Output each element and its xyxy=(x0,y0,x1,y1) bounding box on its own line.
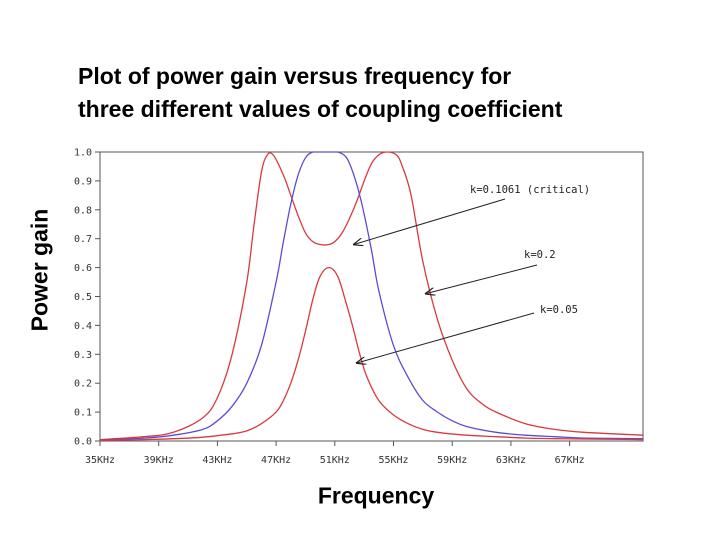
x-tick-label: 55KHz xyxy=(378,455,408,466)
annotation-label-k-0-1061-critical: k=0.1061 (critical) xyxy=(470,184,590,196)
annotation-arrow-k-0-1061-critical xyxy=(354,198,506,244)
y-tick-label: 0.3 xyxy=(74,350,92,361)
y-tick-label: 0.9 xyxy=(74,176,92,187)
x-tick-label: 43KHz xyxy=(202,455,232,466)
x-tick-label: 51KHz xyxy=(320,455,350,466)
y-tick-label: 0.2 xyxy=(74,379,92,390)
x-axis-ticks: 35KHz 39KHz 43KHz 47KHz 51KHz 55KHz 59KHz 63KHz… xyxy=(85,441,585,466)
y-tick-label: 0.6 xyxy=(74,263,92,274)
series-line-k-0-1061-critical xyxy=(99,151,644,441)
y-tick-label: 0.1 xyxy=(74,408,92,419)
y-tick-label: 1.0 xyxy=(74,148,92,159)
annotation-label-k-0-2: k=0.2 xyxy=(524,249,556,261)
y-tick-label: 0.7 xyxy=(74,234,92,245)
y-tick-label: 0.0 xyxy=(74,437,92,448)
y-axis-ticks: 0.0 0.1 0.2 0.3 0.4 0.5 0.6 0.7 0.8 0.9 1.0 xyxy=(74,148,100,448)
series-annotations: k=0.1061 (critical) k=0.2 k=0.05 xyxy=(354,184,590,363)
series-lines xyxy=(99,151,644,442)
annotation-arrow-k-0-05 xyxy=(357,312,535,363)
annotation-arrow-k-0-2 xyxy=(426,264,538,294)
x-axis-label: Frequency xyxy=(317,482,435,509)
x-tick-label: 59KHz xyxy=(437,455,467,466)
x-tick-label: 39KHz xyxy=(144,455,174,466)
x-tick-label: 35KHz xyxy=(85,455,115,466)
chart-title: Plot of power gain versus frequency for … xyxy=(78,60,698,126)
x-tick-label: 67KHz xyxy=(555,455,585,466)
y-tick-label: 0.8 xyxy=(74,205,92,216)
chart-title-line-1: Plot of power gain versus frequency for xyxy=(78,63,512,89)
y-tick-label: 0.5 xyxy=(74,292,92,303)
series-line-k-0-2 xyxy=(99,151,644,441)
chart-title-line-2: three different values of coupling coeff… xyxy=(78,96,563,122)
annotation-label-k-0-05: k=0.05 xyxy=(540,304,578,316)
series-line-k-0-05 xyxy=(99,266,644,442)
y-tick-label: 0.4 xyxy=(74,321,92,332)
x-tick-label: 63KHz xyxy=(496,455,526,466)
x-tick-label: 47KHz xyxy=(261,455,291,466)
